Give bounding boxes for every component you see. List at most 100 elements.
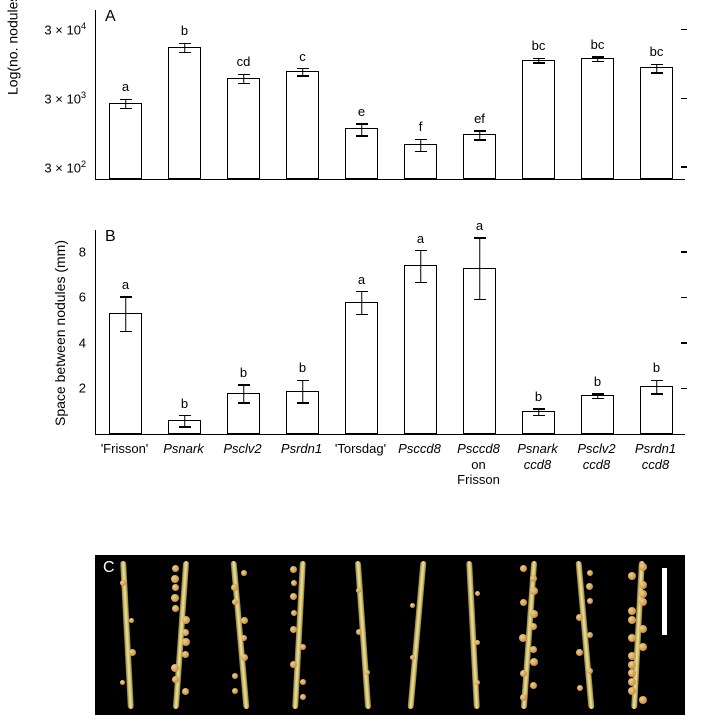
x-category-label: Psccd8: [398, 435, 441, 457]
nodule: [520, 565, 527, 572]
nodule: [171, 575, 179, 583]
nodule: [290, 626, 297, 633]
nodule: [628, 661, 636, 669]
panel-b-ytick: 4: [79, 335, 96, 350]
panel-b-sig: a: [417, 231, 424, 246]
nodule: [587, 570, 593, 576]
nodule: [639, 581, 647, 589]
panel-b-sig: b: [653, 360, 660, 375]
nodule: [365, 670, 370, 675]
nodule: [530, 658, 538, 666]
nodule: [232, 688, 238, 694]
x-category-label: Psrdn1ccd8: [635, 435, 676, 472]
panel-a-ytick: 3 × 102: [44, 159, 96, 175]
nodule: [587, 598, 593, 604]
nodule: [182, 651, 189, 658]
x-category-label: Psclv2ccd8: [577, 435, 615, 472]
nodule: [291, 610, 297, 616]
nodule: [290, 661, 297, 668]
panel-b-sig: b: [299, 360, 306, 375]
panel-a-sig: c: [299, 49, 306, 64]
nodule: [530, 575, 537, 582]
nodule: [231, 584, 238, 591]
panel-a-sig: cd: [237, 54, 251, 69]
nodule: [241, 635, 247, 641]
nodule: [475, 591, 480, 596]
nodule: [520, 599, 527, 606]
root-sample: [355, 561, 371, 709]
x-category-label: Psnarkccd8: [517, 435, 557, 472]
panel-b-sig: a: [476, 218, 483, 233]
panel-b-bar: [581, 395, 613, 434]
panel-a-label: A: [105, 8, 116, 26]
x-category-label: Psrdn1: [281, 435, 322, 457]
nodule: [290, 593, 297, 600]
nodule: [628, 572, 636, 580]
panel-a-bar: [227, 78, 259, 179]
nodule: [171, 594, 179, 602]
nodule: [172, 565, 179, 572]
nodule: [290, 566, 297, 573]
nodule: [172, 584, 179, 591]
panel-a-sig: a: [122, 79, 129, 94]
nodule: [577, 685, 583, 691]
root-sample: [466, 561, 480, 709]
nodule: [530, 682, 537, 689]
nodule: [300, 694, 306, 700]
x-category-label: 'Frisson': [101, 435, 149, 457]
panel-a-bar: [168, 47, 200, 179]
panel-b-ytick: 6: [79, 290, 96, 305]
panel-b-sig: b: [181, 396, 188, 411]
panel-b-bar: [404, 265, 436, 434]
nodule: [241, 617, 248, 624]
panel-b-bar: [345, 302, 377, 434]
nodule: [530, 623, 537, 630]
nodule: [530, 610, 538, 618]
panel-a-sig: ef: [474, 111, 485, 126]
root-sample: [407, 561, 426, 709]
nodule: [182, 629, 189, 636]
panel-a-ylabel: Log(no. nodules g–1 root d. wt): [4, 75, 21, 95]
nodule: [182, 638, 190, 646]
panel-b-sig: b: [535, 389, 542, 404]
x-category-label: Psclv2: [223, 435, 261, 457]
x-category-label: Psnark: [163, 435, 203, 457]
panel-a-bar: [581, 58, 613, 179]
panel-b-sig: a: [122, 277, 129, 292]
nodule: [356, 629, 362, 635]
nodule: [639, 563, 647, 571]
panel-b-label: B: [105, 228, 116, 246]
panel-b-ytick: 8: [79, 244, 96, 259]
nodule: [475, 640, 480, 645]
nodule: [182, 688, 189, 695]
nodule: [300, 644, 306, 650]
panel-a-bar: [463, 134, 495, 179]
nodule: [171, 664, 179, 672]
panel-b-sig: a: [358, 272, 365, 287]
nodule: [475, 680, 480, 685]
nodule: [182, 616, 190, 624]
panel-a-bar: [522, 60, 554, 179]
nodule: [172, 676, 179, 683]
nodule: [586, 583, 593, 590]
panel-a-sig: b: [181, 23, 188, 38]
panel-a-chart: 3 × 1023 × 1033 × 104abcdcefefbcbcbc: [95, 10, 685, 180]
panel-a-bar: [640, 67, 672, 179]
nodule: [241, 654, 248, 661]
nodule: [129, 618, 134, 623]
panel-b-ylabel: Space between nodules (mm): [52, 240, 68, 426]
nodule: [129, 649, 136, 656]
panel-a-bar: [286, 71, 318, 179]
nodule: [587, 668, 593, 674]
nodule: [410, 655, 415, 660]
panel-c-label: C: [103, 559, 115, 577]
panel-b-sig: b: [240, 365, 247, 380]
panel-b-ytick: 2: [79, 381, 96, 396]
panel-a-sig: bc: [532, 38, 546, 53]
panel-a-ytick: 3 × 104: [44, 22, 96, 38]
panel-a-ytick: 3 × 103: [44, 90, 96, 106]
nodule: [120, 580, 126, 586]
panel-c-photo: [95, 555, 685, 715]
nodule: [241, 570, 247, 576]
nodule: [410, 603, 415, 608]
